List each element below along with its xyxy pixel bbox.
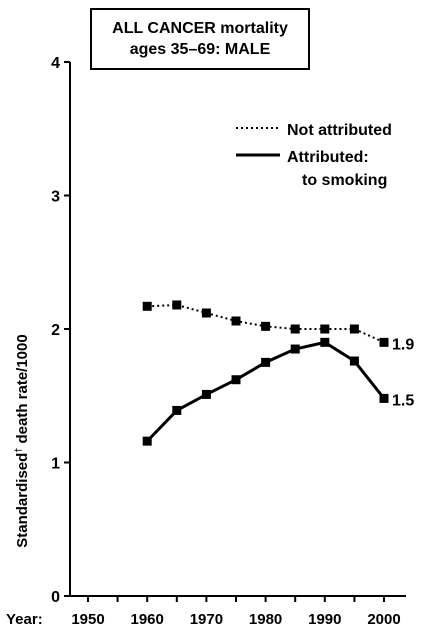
y-tick-label: 3 (51, 189, 60, 206)
data-point (142, 301, 152, 311)
data-point (261, 321, 271, 331)
data-point (172, 405, 182, 415)
y-tick-label: 0 (51, 589, 60, 606)
x-tick-label: 2000 (367, 611, 400, 628)
x-tick-label: 1980 (249, 611, 282, 628)
chart-title-line1: ALL CANCER mortality (112, 20, 288, 37)
series-line-1 (146, 340, 386, 443)
data-point (231, 375, 241, 385)
data-point (349, 356, 359, 366)
data-point (261, 357, 271, 367)
data-point (231, 316, 241, 326)
legend-label-attributed-line2: to smoking (302, 172, 387, 189)
y-tick-label: 1 (51, 456, 60, 473)
x-tick-label: 1950 (71, 611, 104, 628)
end-value-label: 1.9 (392, 336, 414, 353)
data-point (142, 436, 152, 446)
data-point (201, 389, 211, 399)
data-point (379, 393, 389, 403)
legend-label-attributed: Attributed: (287, 149, 369, 166)
legend-label-not-attributed: Not attributed (287, 122, 392, 139)
data-point (320, 324, 330, 334)
data-point (172, 300, 182, 310)
chart-title-line2: ages 35–69: MALE (129, 41, 271, 58)
chart-title-box: ALL CANCER mortality ages 35–69: MALE (90, 8, 310, 70)
x-tick-label: 1970 (190, 611, 223, 628)
data-point (290, 324, 300, 334)
y-tick-label: 2 (51, 322, 60, 339)
data-point (320, 337, 330, 347)
data-point (290, 344, 300, 354)
x-axis-prefix: Year: (6, 611, 43, 628)
data-point (349, 324, 359, 334)
data-point (201, 308, 211, 318)
x-tick-label: 1990 (308, 611, 341, 628)
y-tick-label: 4 (51, 55, 60, 72)
data-point (379, 337, 389, 347)
x-tick-label: 1960 (131, 611, 164, 628)
end-value-label: 1.5 (392, 392, 414, 409)
